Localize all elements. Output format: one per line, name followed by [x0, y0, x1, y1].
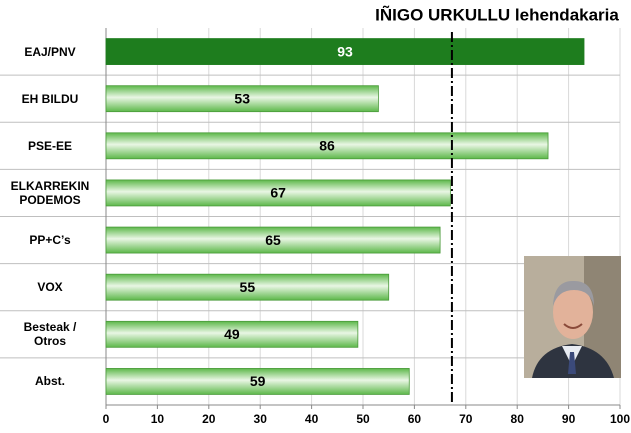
x-tick-label: 70: [459, 412, 473, 426]
data-label: 67: [270, 185, 286, 201]
y-tick-label: VOX: [0, 280, 100, 294]
y-tick-label: EH BILDU: [0, 92, 100, 106]
x-tick-label: 50: [356, 412, 370, 426]
x-tick-label: 0: [103, 412, 110, 426]
x-tick-label: 60: [408, 412, 422, 426]
x-tick-label: 100: [610, 412, 630, 426]
x-tick-label: 10: [151, 412, 165, 426]
data-label: 49: [224, 326, 240, 342]
x-tick-label: 20: [202, 412, 216, 426]
chart-title: IÑIGO URKULLU lehendakaria: [375, 4, 619, 24]
data-label: 86: [319, 138, 335, 154]
data-label: 65: [265, 232, 281, 248]
y-tick-label: PSE-EE: [0, 139, 100, 153]
chart-page: IÑIGO URKULLU lehendakaria 0 10 20 30 40 50 60…: [0, 0, 631, 433]
y-tick-label: EAJ/PNV: [0, 45, 100, 59]
data-label: 53: [234, 90, 250, 106]
y-tick-label: Abst.: [0, 374, 100, 388]
x-tick-label: 90: [562, 412, 576, 426]
data-label: 55: [240, 279, 256, 295]
y-tick-label: PP+C’s: [0, 233, 100, 247]
x-tick-label: 40: [305, 412, 319, 426]
photo: [524, 256, 621, 378]
x-tick-label: 80: [511, 412, 525, 426]
y-tick-label: Besteak / Otros: [7, 320, 93, 348]
chart: IÑIGO URKULLU lehendakaria 0 10 20 30 40 50 60…: [0, 0, 631, 433]
data-label: 59: [250, 373, 266, 389]
y-tick-label: ELKARREKIN PODEMOS: [7, 179, 93, 207]
x-tick-label: 30: [254, 412, 268, 426]
data-label: 93: [337, 43, 353, 59]
